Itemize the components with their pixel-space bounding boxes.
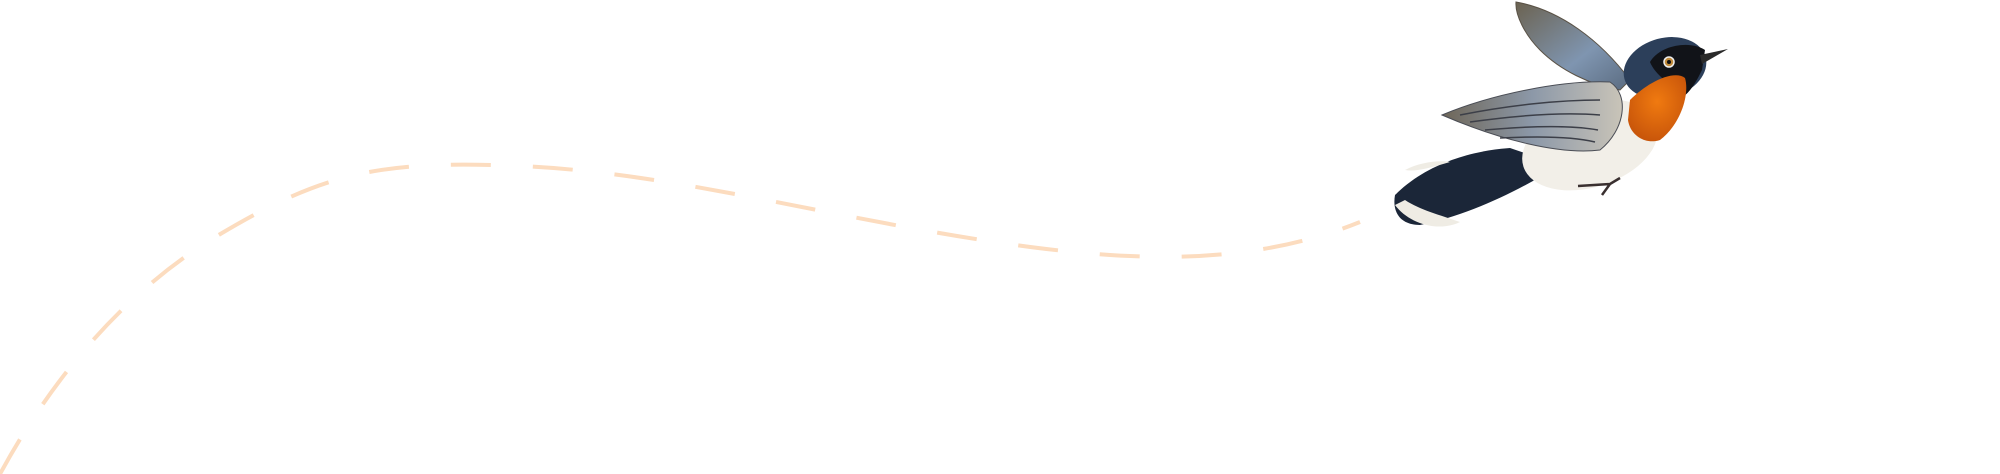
bird-lower-wing xyxy=(1440,81,1623,152)
wing-feather-lines xyxy=(1459,99,1601,143)
bird-tail-white-tips xyxy=(1395,161,1460,227)
bird-illustration xyxy=(1394,1,1728,227)
bird-beak xyxy=(1700,49,1728,64)
bird-upper-wing xyxy=(1515,1,1631,91)
bird-tail xyxy=(1394,148,1560,225)
bird-mask xyxy=(1650,44,1705,98)
dashed-flight-path xyxy=(0,162,1361,474)
bird-orange-throat xyxy=(1628,75,1687,142)
bird-feet xyxy=(1577,176,1621,196)
bird-pupil xyxy=(1667,60,1671,64)
